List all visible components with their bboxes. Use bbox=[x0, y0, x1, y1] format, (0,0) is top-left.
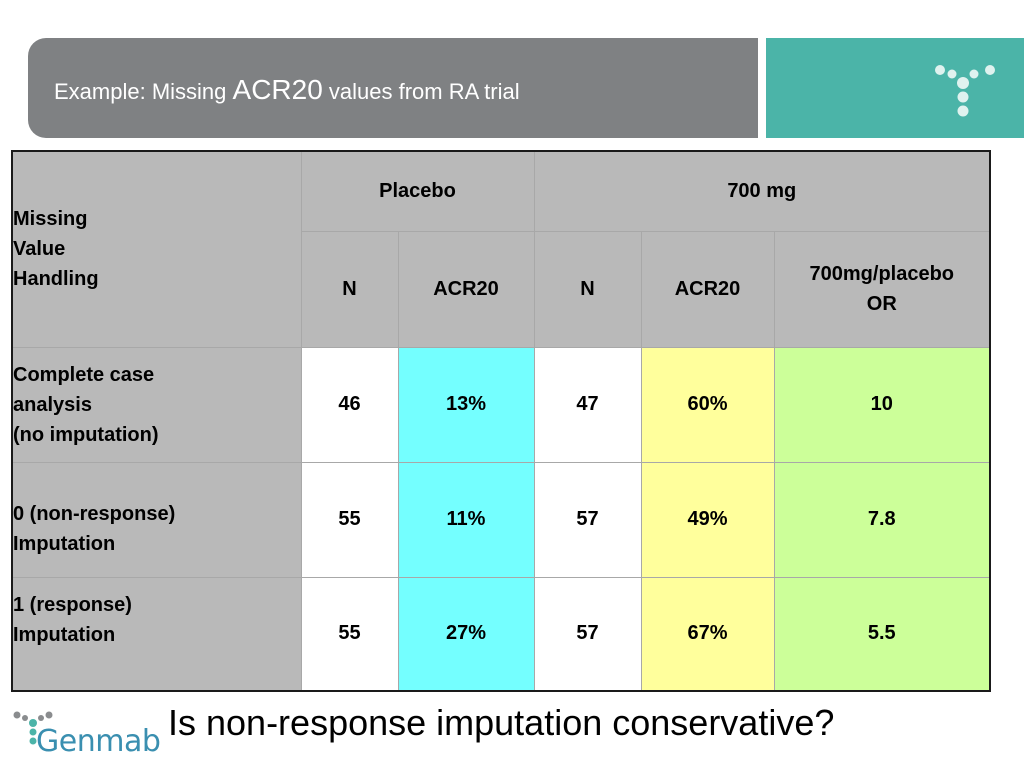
mg700-n-cell: 47 bbox=[533, 346, 642, 463]
col-header-placebo-acr20: ACR20 bbox=[397, 230, 535, 348]
mg700-n-cell: 57 bbox=[533, 576, 642, 692]
row-label: 0 (non-response) Imputation bbox=[11, 461, 302, 578]
mg700-acr20-cell: 67% bbox=[640, 576, 775, 692]
row-label-line: Imputation bbox=[13, 532, 116, 555]
col-header-700mg-acr20: ACR20 bbox=[640, 230, 775, 348]
or-cell: 10 bbox=[773, 346, 991, 463]
placebo-n-cell: 55 bbox=[300, 576, 399, 692]
row-label: 1 (response) Imputation bbox=[11, 576, 302, 692]
mg700-acr20-cell: 60% bbox=[640, 346, 775, 463]
mg700-acr20-cell: 49% bbox=[640, 461, 775, 578]
group-header-700mg: 700 mg bbox=[533, 150, 991, 232]
row-label-line: 0 (non-response) bbox=[13, 502, 176, 525]
col-header-placebo-n: N bbox=[300, 230, 399, 348]
row-header-line: Missing bbox=[13, 208, 88, 231]
row-label: Complete case analysis (no imputation) bbox=[11, 346, 302, 463]
or-cell: 7.8 bbox=[773, 461, 991, 578]
row-label-line: Complete case bbox=[13, 363, 155, 386]
col-header-or: 700mg/placebo OR bbox=[773, 230, 991, 348]
title-prefix: Example: Missing bbox=[54, 79, 233, 104]
logo-bar bbox=[766, 38, 1024, 138]
placebo-n-cell: 55 bbox=[300, 461, 399, 578]
or-cell: 5.5 bbox=[773, 576, 991, 692]
row-header-cell: Missing Value Handling bbox=[11, 150, 302, 348]
genmab-logo-icon bbox=[13, 711, 53, 745]
title-bar: Example: Missing ACR20 values from RA tr… bbox=[28, 38, 758, 138]
placebo-acr20-cell: 13% bbox=[397, 346, 535, 463]
group-header-placebo: Placebo bbox=[300, 150, 535, 232]
question-text: Is non-response imputation conservative? bbox=[168, 702, 835, 743]
col-header-700mg-n: N bbox=[533, 230, 642, 348]
row-label-line: Imputation bbox=[13, 623, 116, 646]
mg700-n-cell: 57 bbox=[533, 461, 642, 578]
title-suffix: values from RA trial bbox=[322, 79, 520, 104]
row-label-line: analysis bbox=[13, 393, 92, 416]
slide-title: Example: Missing ACR20 values from RA tr… bbox=[54, 74, 520, 106]
table-row: Complete case analysis (no imputation) 4… bbox=[11, 346, 991, 463]
placebo-acr20-cell: 11% bbox=[397, 461, 535, 578]
placebo-acr20-cell: 27% bbox=[397, 576, 535, 692]
or-header-line: OR bbox=[866, 293, 897, 315]
or-header-line: 700mg/placebo bbox=[809, 263, 955, 285]
placebo-n-cell: 46 bbox=[300, 346, 399, 463]
row-header-line: Value bbox=[13, 238, 66, 261]
row-label-line: (no imputation) bbox=[13, 423, 159, 446]
row-header-line: Handling bbox=[13, 268, 99, 291]
results-table: Missing Value Handling Placebo 700 mg N … bbox=[11, 150, 992, 692]
table-row: 1 (response) Imputation 55 27% 57 67% 5.… bbox=[11, 576, 991, 692]
genmab-brand: Genmab bbox=[36, 724, 161, 759]
genmab-y-mark-icon bbox=[935, 65, 995, 117]
table-row: 0 (non-response) Imputation 55 11% 57 49… bbox=[11, 461, 991, 578]
row-label-line: 1 (response) bbox=[13, 593, 132, 616]
title-emphasis: ACR20 bbox=[232, 74, 323, 105]
